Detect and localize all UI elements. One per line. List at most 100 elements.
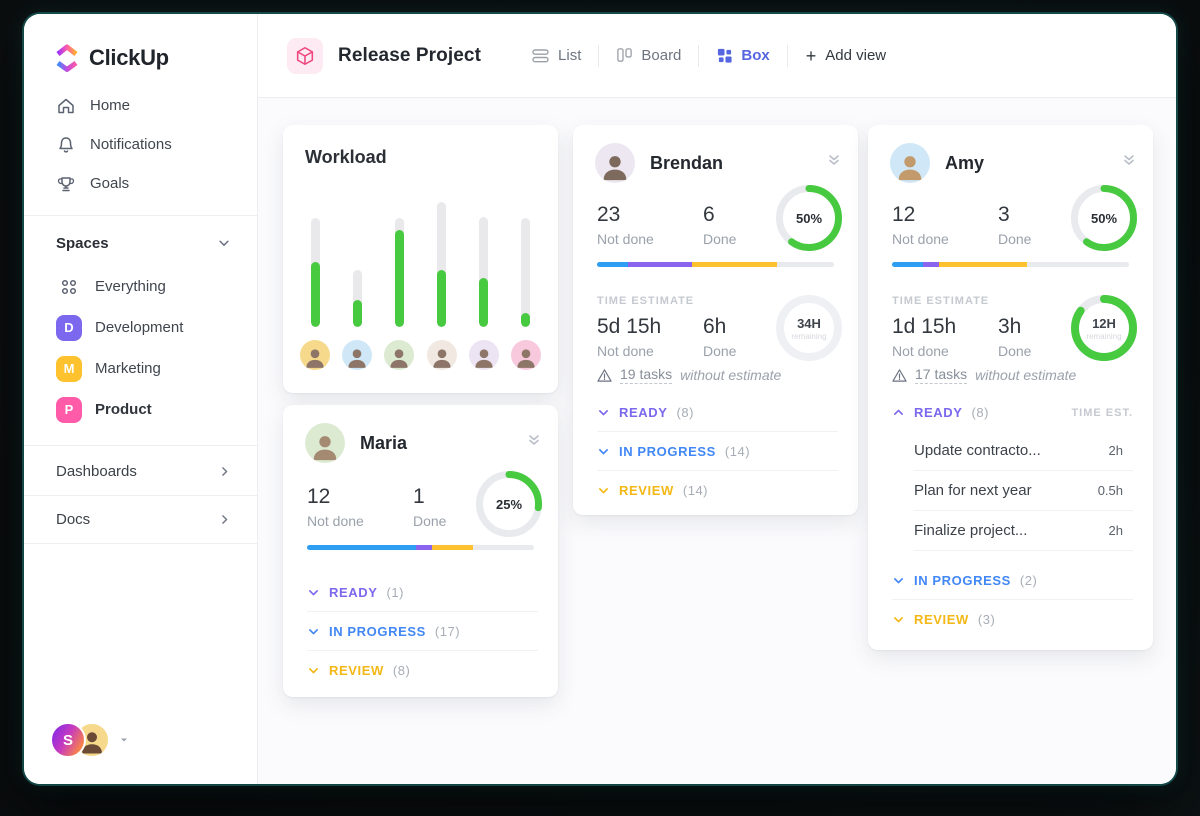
section-row-ready[interactable]: READY (8) TIME EST. bbox=[892, 393, 1133, 432]
section-label: IN PROGRESS bbox=[619, 443, 716, 459]
task-title[interactable]: Update contracto... bbox=[914, 442, 1041, 459]
add-view-label: Add view bbox=[825, 47, 887, 64]
section-toggle[interactable]: IN PROGRESS bbox=[892, 573, 1011, 588]
trophy-icon bbox=[57, 176, 75, 191]
not-done-label: Not done bbox=[597, 343, 654, 359]
sidebar-item-goals[interactable]: Goals bbox=[24, 164, 257, 203]
section-toggle[interactable]: REVIEW bbox=[307, 663, 384, 678]
sidebar-item-everything[interactable]: Everything bbox=[24, 266, 257, 307]
section-row[interactable]: IN PROGRESS (14) bbox=[597, 432, 838, 471]
time-remaining-ring: 12H remaining bbox=[1071, 295, 1137, 361]
collapse-chevrons-icon[interactable] bbox=[526, 432, 542, 448]
time-estimate-label: TIME ESTIMATE bbox=[597, 295, 695, 307]
status-sections: IN PROGRESS (2) REVIEW (3) bbox=[868, 561, 1153, 639]
sidebar: ClickUp Home Notifications bbox=[24, 14, 258, 784]
percent-label: 25% bbox=[495, 496, 523, 512]
sidebar-nav: Home Notifications Goals bbox=[24, 86, 257, 203]
divider bbox=[24, 543, 257, 544]
workspace-avatar[interactable]: S bbox=[50, 722, 86, 758]
done-label: Done bbox=[703, 231, 737, 247]
clickup-logo[interactable]: ClickUp bbox=[54, 44, 169, 72]
divider bbox=[24, 215, 257, 216]
section-row[interactable]: REVIEW (3) bbox=[892, 600, 1133, 639]
section-row[interactable]: IN PROGRESS (2) bbox=[892, 561, 1133, 600]
workload-bar-column[interactable] bbox=[341, 270, 373, 370]
add-view-button[interactable]: + Add view bbox=[788, 47, 904, 65]
not-done-count: 23 bbox=[597, 203, 621, 226]
avatar[interactable] bbox=[468, 340, 499, 370]
not-done-count: 12 bbox=[307, 485, 331, 508]
progress-donut: 50% bbox=[776, 185, 842, 251]
workload-bar-column[interactable] bbox=[468, 217, 500, 370]
remaining-hours: 12H bbox=[1092, 315, 1116, 331]
section-toggle[interactable]: READY bbox=[307, 585, 378, 600]
workload-bar-column[interactable] bbox=[510, 218, 542, 370]
avatar[interactable] bbox=[890, 143, 930, 183]
member-name: Brendan bbox=[650, 152, 724, 173]
task-row[interactable]: Plan for next year 0.5h bbox=[914, 471, 1133, 511]
sidebar-item-product[interactable]: P Product bbox=[24, 389, 257, 430]
section-toggle[interactable]: IN PROGRESS bbox=[597, 444, 716, 459]
tab-label: Board bbox=[641, 47, 682, 64]
section-toggle[interactable]: READY bbox=[892, 405, 963, 420]
task-row[interactable]: Finalize project... 2h bbox=[914, 511, 1133, 551]
tab-list[interactable]: List bbox=[515, 47, 598, 64]
section-row[interactable]: REVIEW (14) bbox=[597, 471, 838, 510]
bar-track bbox=[394, 218, 404, 327]
spaces-header[interactable]: Spaces bbox=[24, 226, 257, 260]
section-count: (14) bbox=[682, 483, 709, 498]
sidebar-item-marketing[interactable]: M Marketing bbox=[24, 348, 257, 389]
box-icon bbox=[718, 48, 732, 63]
avatar[interactable] bbox=[300, 340, 330, 370]
project-icon-tile bbox=[287, 37, 323, 74]
sidebar-item-dashboards[interactable]: Dashboards bbox=[24, 452, 257, 491]
space-badge: D bbox=[56, 314, 82, 341]
collapse-chevrons-icon[interactable] bbox=[826, 152, 842, 168]
tab-board[interactable]: Board bbox=[599, 47, 698, 64]
avatar[interactable] bbox=[305, 423, 345, 463]
collapse-chevrons-icon[interactable] bbox=[1121, 152, 1137, 168]
section-toggle[interactable]: REVIEW bbox=[597, 483, 674, 498]
task-title[interactable]: Finalize project... bbox=[914, 522, 1028, 539]
avatar[interactable] bbox=[426, 340, 457, 370]
tab-label: Box bbox=[741, 47, 770, 64]
chevron-up-icon bbox=[894, 409, 903, 415]
avatar[interactable] bbox=[510, 340, 541, 370]
task-row[interactable]: Update contracto... 2h bbox=[914, 431, 1133, 471]
avatar[interactable] bbox=[595, 143, 635, 183]
done-count: 3 bbox=[998, 203, 1010, 226]
section-row[interactable]: IN PROGRESS (17) bbox=[307, 612, 538, 651]
bar-fill bbox=[352, 300, 362, 327]
divider bbox=[698, 44, 700, 67]
workload-bar-column[interactable] bbox=[426, 202, 458, 370]
user-menu[interactable]: S bbox=[50, 722, 130, 758]
sidebar-item-notifications[interactable]: Notifications bbox=[24, 125, 257, 164]
section-toggle[interactable]: READY bbox=[597, 405, 668, 420]
sidebar-item-docs[interactable]: Docs bbox=[24, 500, 257, 539]
avatar[interactable] bbox=[384, 340, 415, 370]
tab-box[interactable]: Box bbox=[699, 47, 786, 64]
section-toggle[interactable]: REVIEW bbox=[892, 612, 969, 627]
section-count: (8) bbox=[676, 404, 694, 420]
sidebar-item-development[interactable]: D Development bbox=[24, 307, 257, 348]
home-icon bbox=[58, 98, 74, 113]
section-row[interactable]: READY (8) bbox=[597, 393, 838, 432]
section-row[interactable]: READY (1) bbox=[307, 573, 538, 612]
chevron-down-icon[interactable] bbox=[217, 236, 231, 250]
bar-fill bbox=[521, 312, 531, 327]
caret-down-icon[interactable] bbox=[118, 734, 130, 746]
section-toggle[interactable]: IN PROGRESS bbox=[307, 624, 426, 639]
tasks-without-estimate-link[interactable]: 17 tasks bbox=[915, 366, 968, 384]
spaces-label: Spaces bbox=[56, 234, 109, 252]
section-row[interactable]: REVIEW (8) bbox=[307, 651, 538, 690]
avatar[interactable] bbox=[342, 340, 373, 370]
task-title[interactable]: Plan for next year bbox=[914, 482, 1032, 499]
person-icon bbox=[517, 349, 535, 368]
chevron-down-icon bbox=[599, 448, 608, 454]
workload-bar-column[interactable] bbox=[383, 218, 415, 370]
sidebar-item-home[interactable]: Home bbox=[24, 86, 257, 125]
member-card-amy: Amy 12 Not done 3 Done 50% TIME ESTIMATE… bbox=[868, 125, 1153, 650]
tasks-without-estimate-link[interactable]: 19 tasks bbox=[620, 366, 673, 384]
without-estimate-text: without estimate bbox=[975, 367, 1077, 383]
workload-bar-column[interactable] bbox=[299, 218, 331, 370]
